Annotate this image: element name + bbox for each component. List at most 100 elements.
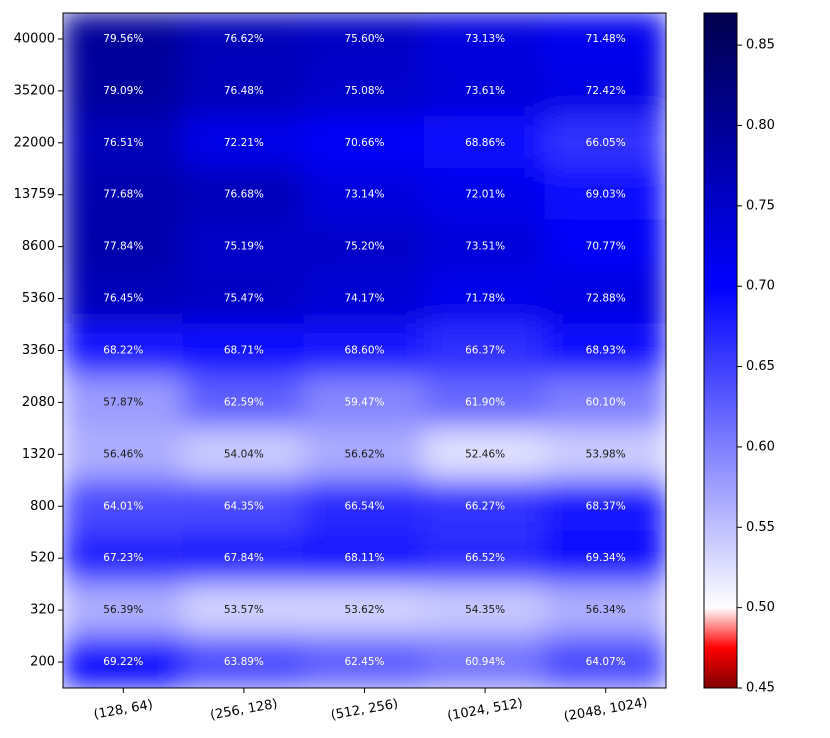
cell-value-label: 56.62% <box>344 448 384 460</box>
y-tick-label: 3360 <box>22 343 55 358</box>
cell-value-label: 53.62% <box>344 604 384 616</box>
heatmap-cell <box>544 479 666 534</box>
cell-value-label: 72.42% <box>586 85 626 97</box>
colorbar-tick-label: 0.70 <box>746 279 775 294</box>
heatmap-cell <box>423 427 547 482</box>
heatmap-cell <box>423 13 547 66</box>
heatmap-cell <box>303 13 426 66</box>
cell-labels: 79.56% 76.62% 75.60% 73.13% 71.48% 79.09% 76.4… <box>103 33 625 668</box>
x-tick-label: (2048, 1024) <box>563 695 649 724</box>
cell-value-label: 72.01% <box>465 189 505 201</box>
heatmap-cell <box>303 63 426 118</box>
heatmap-cell <box>303 375 426 430</box>
heatmap-cell <box>544 635 666 688</box>
heatmap-cell <box>303 219 426 274</box>
cell-value-label: 61.90% <box>465 396 505 408</box>
heatmap-cell <box>303 583 426 638</box>
colorbar-tick-label: 0.80 <box>746 118 775 133</box>
cell-value-label: 56.46% <box>103 448 143 460</box>
cell-value-label: 56.34% <box>586 604 626 616</box>
cell-value-label: 66.54% <box>344 500 384 512</box>
cell-value-label: 56.39% <box>103 604 143 616</box>
cell-value-label: 73.61% <box>465 85 505 97</box>
cell-value-label: 71.78% <box>465 293 505 305</box>
colorbar-tick-label: 0.45 <box>746 681 775 696</box>
cell-value-label: 66.37% <box>465 345 505 357</box>
heatmap-cell <box>182 479 306 534</box>
cell-value-label: 63.89% <box>224 656 264 668</box>
y-axis: 40000 35200 22000 13759 8600 5360 3360 2080 1320… <box>14 31 63 670</box>
heatmap-cell <box>303 479 426 534</box>
cell-value-label: 53.98% <box>586 448 626 460</box>
heatmap-cell <box>544 115 666 170</box>
heatmap-cell <box>544 219 666 274</box>
y-tick-label: 13759 <box>14 187 55 202</box>
heatmap-cell <box>423 63 547 118</box>
heatmap-cell <box>423 635 547 688</box>
cell-value-label: 75.08% <box>344 85 384 97</box>
heatmap-cell <box>63 583 185 638</box>
y-tick-label: 22000 <box>14 135 55 150</box>
heatmap-cell <box>63 635 185 688</box>
cell-value-label: 69.22% <box>103 656 143 668</box>
heatmap-cell <box>182 271 306 326</box>
x-tick-label: (256, 128) <box>209 697 279 724</box>
colorbar-frame <box>703 12 738 689</box>
cell-value-label: 73.14% <box>344 189 384 201</box>
heatmap-cell <box>182 531 306 586</box>
heatmap-cell <box>423 323 547 378</box>
heatmap-cell <box>182 219 306 274</box>
cell-value-label: 79.09% <box>103 85 143 97</box>
y-tick-label: 2080 <box>22 395 55 410</box>
cell-value-label: 52.46% <box>465 448 505 460</box>
cell-value-label: 76.68% <box>224 189 264 201</box>
heatmap-cell <box>182 13 306 66</box>
heatmap-cell <box>423 219 547 274</box>
heatmap-cell <box>63 427 185 482</box>
heatmap-cell <box>423 583 547 638</box>
x-axis: (128, 64) (256, 128) (512, 256) (1024, 512)… <box>93 688 649 725</box>
cell-value-label: 79.56% <box>103 33 143 45</box>
cell-value-label: 73.13% <box>465 33 505 45</box>
colorbar-tick-label: 0.50 <box>746 600 775 615</box>
heatmap-cell <box>63 271 185 326</box>
heatmap-cell <box>303 635 426 688</box>
cell-value-label: 69.34% <box>586 552 626 564</box>
cell-value-label: 76.45% <box>103 293 143 305</box>
y-tick-label: 40000 <box>14 31 55 46</box>
cell-value-label: 66.27% <box>465 500 505 512</box>
heatmap-cell <box>182 635 306 688</box>
cell-value-label: 68.93% <box>586 345 626 357</box>
heatmap-cell <box>544 167 666 222</box>
cell-value-label: 64.07% <box>586 656 626 668</box>
cell-value-label: 77.68% <box>103 189 143 201</box>
heatmap-cell <box>303 323 426 378</box>
colorbar-ticks: 0.45 0.50 0.55 0.60 0.65 0.70 0.75 0.80 0.85 <box>737 38 775 696</box>
cell-value-label: 66.05% <box>586 137 626 149</box>
heatmap-cell <box>544 583 666 638</box>
cell-value-label: 68.22% <box>103 345 143 357</box>
colorbar-tick-label: 0.55 <box>746 520 775 535</box>
heatmap-cell <box>423 531 547 586</box>
heatmap-cell <box>182 167 306 222</box>
y-tick-label: 35200 <box>14 83 55 98</box>
heatmap-cell <box>63 375 185 430</box>
y-tick-label: 200 <box>30 655 55 670</box>
heatmap-cell <box>423 115 547 170</box>
cell-value-label: 64.35% <box>224 500 264 512</box>
x-tick-label: (128, 64) <box>93 697 154 722</box>
y-tick-label: 800 <box>30 499 55 514</box>
heatmap-cell <box>182 63 306 118</box>
colorbar-tick-label: 0.85 <box>746 38 775 53</box>
heatmap-cell <box>544 323 666 378</box>
cell-value-label: 77.84% <box>103 241 143 253</box>
cell-value-label: 68.71% <box>224 345 264 357</box>
heatmap-cell <box>544 13 666 66</box>
heatmap-cell <box>303 427 426 482</box>
cell-value-label: 75.19% <box>224 241 264 253</box>
heatmap-cell <box>544 427 666 482</box>
y-tick-label: 320 <box>30 603 55 618</box>
heatmap-cell <box>544 531 666 586</box>
x-tick-label: (1024, 512) <box>446 696 524 724</box>
